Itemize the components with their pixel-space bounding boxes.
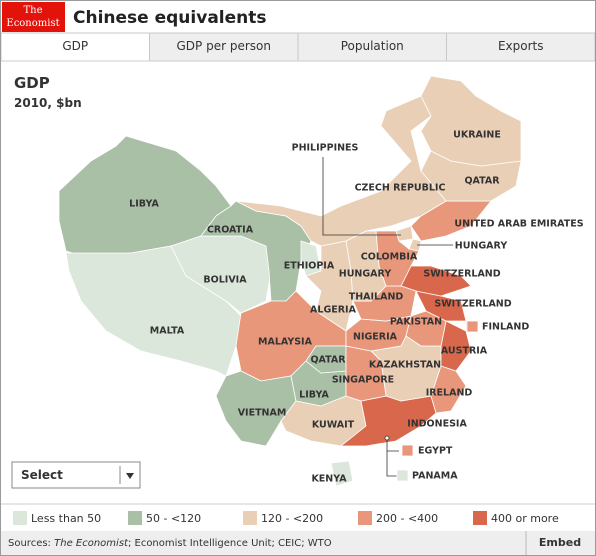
- tab-bar: GDP GDP per person Population Exports: [1, 32, 596, 62]
- callout-line: [322, 157, 401, 236]
- region-label: FINLAND: [482, 322, 529, 333]
- region-label: LIBYA: [129, 199, 159, 210]
- region-label: SWITZERLAND: [434, 299, 511, 310]
- region-label: INDONESIA: [407, 419, 467, 430]
- region-label: ETHIOPIA: [284, 261, 335, 272]
- region[interactable]: [330, 460, 354, 487]
- select-label: Select: [21, 468, 63, 482]
- header: [1, 1, 595, 33]
- legend-label: 120 - <200: [261, 512, 323, 525]
- callout-line: [386, 451, 397, 477]
- region-label: MALAYSIA: [258, 337, 313, 348]
- legend-swatch: [358, 511, 372, 525]
- region-label: IRELAND: [426, 388, 473, 399]
- select-dropdown[interactable]: Select: [11, 461, 141, 489]
- region-labels: LIBYA MALTA BOLIVIA CROATIA ETHIOPIA MAL…: [129, 130, 584, 485]
- region-label: EGYPT: [418, 446, 453, 457]
- legend-label: 400 or more: [491, 512, 559, 525]
- region-label: CZECH REPUBLIC: [355, 183, 446, 194]
- region-label: HUNGARY: [339, 269, 392, 280]
- region-box[interactable]: [401, 444, 414, 457]
- region-label: CROATIA: [207, 225, 254, 236]
- map: [58, 75, 522, 487]
- region-label: PHILIPPINES: [292, 143, 359, 154]
- region-label: BOLIVIA: [203, 275, 247, 286]
- select-box[interactable]: [11, 461, 141, 489]
- region-label: SINGAPORE: [332, 375, 394, 386]
- region-label: PANAMA: [412, 471, 458, 482]
- region-label: SWITZERLAND: [423, 269, 500, 280]
- callout-dot: [384, 435, 390, 441]
- logo: [2, 2, 65, 32]
- tab[interactable]: [446, 32, 596, 62]
- region-label: MALTA: [150, 326, 185, 337]
- region-label: KUWAIT: [312, 420, 355, 431]
- region-label: QATAR: [464, 176, 500, 187]
- sources-rest: ; Economist Intelligence Unit; CEIC; WTO: [128, 538, 332, 549]
- region-box[interactable]: [396, 469, 409, 482]
- page-title: Chinese equivalents: [73, 8, 267, 28]
- sources-italic: The Economist: [54, 538, 129, 549]
- region[interactable]: [420, 75, 522, 167]
- legend-swatch: [243, 511, 257, 525]
- region-label: LIBYA: [299, 390, 329, 401]
- region-label: UKRAINE: [453, 130, 501, 141]
- tab-label: GDP per person: [177, 39, 271, 53]
- tab-label: GDP: [62, 39, 88, 53]
- region-label: COLOMBIA: [361, 252, 418, 263]
- legend-swatch: [128, 511, 142, 525]
- region[interactable]: [305, 345, 347, 374]
- legend-label: Less than 50: [31, 512, 101, 525]
- region-label: PAKISTAN: [390, 317, 442, 328]
- region-label: KAZAKHSTAN: [369, 360, 441, 371]
- tab-label: Population: [341, 39, 404, 53]
- region-label: HUNGARY: [455, 241, 508, 252]
- region-label: THAILAND: [349, 292, 404, 303]
- select-arrow: [126, 473, 134, 479]
- region-box[interactable]: [466, 320, 479, 333]
- region-label: ALGERIA: [310, 305, 357, 316]
- logo-text: The: [23, 5, 42, 16]
- logo-text: Economist: [6, 18, 59, 29]
- legend-swatch: [13, 511, 27, 525]
- legend-swatch: [473, 511, 487, 525]
- embed-button[interactable]: Embed: [539, 536, 581, 549]
- footer: [1, 531, 595, 555]
- legend-label: 200 - <400: [376, 512, 438, 525]
- sources-prefix: Sources:: [8, 538, 51, 549]
- legend: Less than 50 50 - <120 120 - <200 200 - <40…: [13, 511, 559, 525]
- region-label: VIETNAM: [238, 408, 287, 419]
- region-label: NIGERIA: [353, 332, 398, 343]
- region-label: QATAR: [310, 355, 346, 366]
- map-subtitle: 2010, $bn: [14, 96, 82, 110]
- sources: Sources: The Economist; Economist Intell…: [8, 538, 332, 549]
- tab[interactable]: [297, 32, 447, 62]
- tab-label: Exports: [498, 39, 544, 53]
- region-label: AUSTRIA: [441, 346, 488, 357]
- region-label: UNITED ARAB EMIRATES: [454, 219, 583, 230]
- map-title: GDP: [14, 74, 50, 92]
- region[interactable]: [395, 225, 414, 242]
- region-label: KENYA: [311, 474, 347, 485]
- region[interactable]: [408, 238, 422, 252]
- legend-label: 50 - <120: [146, 512, 201, 525]
